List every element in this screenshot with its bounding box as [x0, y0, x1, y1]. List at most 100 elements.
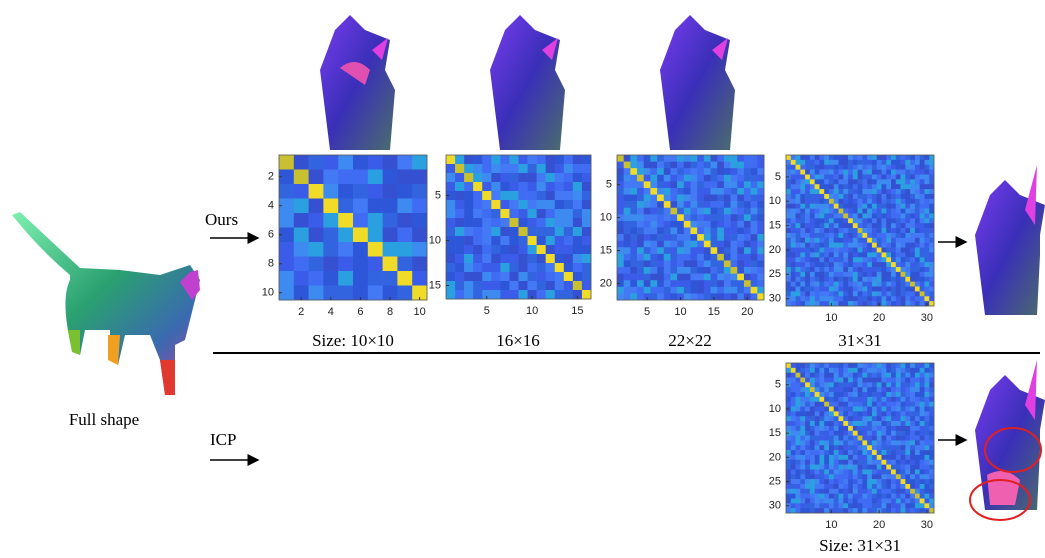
heatmap-cell: [786, 301, 791, 306]
heatmap-cell: [853, 378, 858, 383]
heatmap-cell: [901, 498, 906, 503]
heatmap-cell: [800, 392, 805, 397]
heatmap-cell: [924, 416, 929, 421]
heatmap-cell: [455, 155, 464, 164]
heatmap-cell: [810, 402, 815, 407]
heatmap-cell: [929, 282, 934, 287]
heatmap-cell: [834, 479, 839, 484]
heatmap-cell: [684, 208, 691, 215]
heatmap-cell: [630, 168, 637, 175]
heatmap-cell: [829, 445, 834, 450]
heatmap-cell: [824, 436, 829, 441]
heatmap-cell: [848, 213, 853, 218]
y-tick-label: 10: [769, 403, 781, 415]
heatmap-cell: [582, 281, 591, 290]
heatmap-cell: [920, 296, 925, 301]
heatmap-cell: [862, 508, 867, 513]
heatmap-cell: [848, 267, 853, 272]
heatmap-cell: [744, 221, 751, 228]
heatmap-cell: [509, 227, 518, 236]
heatmap-cell: [637, 208, 644, 215]
heatmap-cell: [757, 195, 764, 202]
heatmap-cell: [848, 174, 853, 179]
heatmap-cell: [684, 293, 691, 300]
heatmap-cell: [338, 213, 353, 228]
heatmap-cell: [929, 291, 934, 296]
heatmap-cell: [929, 204, 934, 209]
heatmap-cell: [731, 234, 738, 241]
heatmap-cell: [819, 160, 824, 165]
heatmap-cell: [791, 228, 796, 233]
heatmap-cell: [877, 465, 882, 470]
heatmap-cell: [555, 290, 564, 299]
heatmap-cell: [555, 245, 564, 254]
heatmap-cell: [564, 245, 573, 254]
heatmap-cell: [920, 479, 925, 484]
heatmap-cell: [867, 238, 872, 243]
heatmap-cell: [482, 182, 491, 191]
heatmap-cell: [657, 221, 664, 228]
heatmap-cell: [920, 267, 925, 272]
heatmap-cell: [500, 155, 509, 164]
heatmap-cell: [858, 233, 863, 238]
heatmap-cell: [537, 164, 546, 173]
heatmap-cell: [920, 165, 925, 170]
heatmap-cell: [858, 426, 863, 431]
heatmap-cell: [924, 179, 929, 184]
heatmap-cell: [800, 397, 805, 402]
heatmap-cell: [905, 445, 910, 450]
heatmap-cell: [815, 233, 820, 238]
heatmap-cell: [872, 503, 877, 508]
heatmap-cell: [920, 411, 925, 416]
heatmap-cell: [905, 407, 910, 412]
heatmap-cell: [920, 440, 925, 445]
heatmap-cell: [564, 263, 573, 272]
heatmap-cell: [824, 291, 829, 296]
heatmap-cell: [848, 233, 853, 238]
heatmap-cell: [872, 460, 877, 465]
heatmap-cell: [791, 450, 796, 455]
heatmap-cell: [929, 238, 934, 243]
heatmap-cell: [815, 291, 820, 296]
heatmap-cell: [537, 227, 546, 236]
heatmap-cell: [839, 411, 844, 416]
heatmap-cell: [848, 474, 853, 479]
heatmap-cell: [862, 218, 867, 223]
heatmap-cell: [924, 296, 929, 301]
heatmap-cell: [644, 175, 651, 182]
heatmap-cell: [751, 254, 758, 261]
heatmap-cell: [915, 378, 920, 383]
heatmap-cell: [519, 263, 528, 272]
heatmap-cell: [824, 165, 829, 170]
heatmap-cell: [796, 184, 801, 189]
heatmap-cell: [815, 373, 820, 378]
heatmap-cell: [924, 484, 929, 489]
heatmap-cell: [819, 494, 824, 499]
heatmap-cell: [896, 296, 901, 301]
heatmap-cell: [848, 494, 853, 499]
heatmap-cell: [810, 392, 815, 397]
heatmap-cell: [731, 188, 738, 195]
heatmap-cell: [843, 445, 848, 450]
heatmap-cell: [657, 241, 664, 248]
heatmap-cell: [867, 465, 872, 470]
heatmap-cell: [829, 382, 834, 387]
heatmap-cell: [853, 282, 858, 287]
heatmap-cell: [815, 436, 820, 441]
heatmap-cell: [901, 416, 906, 421]
heatmap-cell: [630, 260, 637, 267]
heatmap-cell: [829, 248, 834, 253]
heatmap-cell: [924, 440, 929, 445]
heatmap-cell: [519, 200, 528, 209]
heatmap-cell: [323, 155, 338, 170]
heatmap-cell: [704, 241, 711, 248]
heatmap-cell: [815, 407, 820, 412]
heatmap-cell: [886, 243, 891, 248]
heatmap-cell: [920, 179, 925, 184]
heatmap-cell: [872, 373, 877, 378]
heatmap-cell: [901, 272, 906, 277]
heatmap-cell: [920, 262, 925, 267]
heatmap-cell: [901, 373, 906, 378]
heatmap-cell: [910, 184, 915, 189]
heatmap-cell: [819, 291, 824, 296]
